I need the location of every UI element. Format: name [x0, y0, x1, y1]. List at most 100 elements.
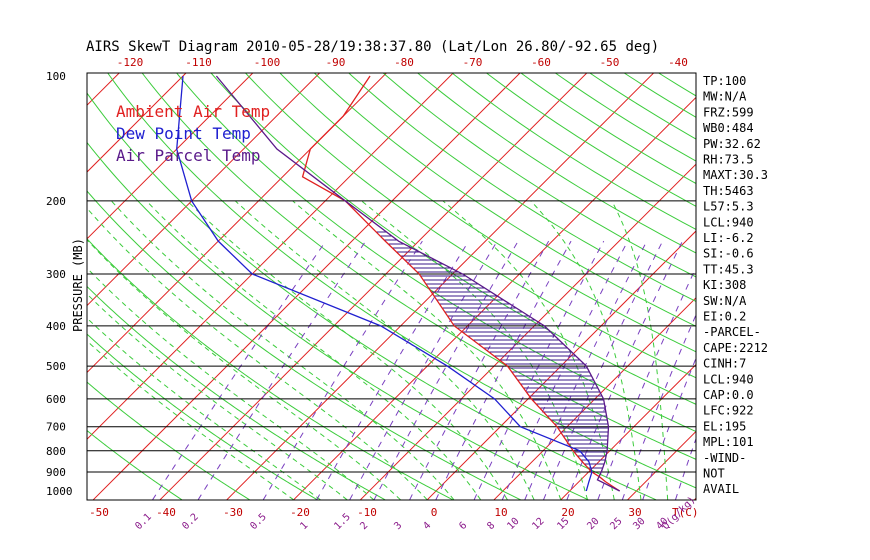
legend-entry: Air Parcel Temp [116, 146, 261, 165]
dry-adiabat-line [87, 141, 589, 500]
mixing-ratio-line [262, 240, 423, 500]
moist-adiabat-line [146, 200, 482, 500]
dry-adiabat-line [87, 429, 183, 500]
moist-adiabat-line [87, 239, 401, 500]
top-tick-label: -110 [185, 56, 212, 69]
mixing-ratio-tick-label: 2 [358, 520, 370, 532]
dry-adiabat-line [87, 381, 250, 500]
series-line [176, 75, 593, 492]
side-panel-item: L57:5.3 [703, 200, 754, 214]
bottom-tick-label: 20 [561, 506, 574, 519]
side-panel-item: TT:45.3 [703, 262, 754, 276]
isotherm-line [226, 73, 655, 500]
bottom-tick-label: 0 [431, 506, 438, 519]
side-panel-item: EL:195 [703, 419, 746, 433]
chart-title: AIRS SkewT Diagram 2010-05-28/19:38:37.8… [86, 39, 659, 55]
isobar-lines [87, 200, 696, 473]
mixing-ratio-tick-label: 3 [392, 520, 404, 532]
moist-adiabat-line [234, 200, 535, 500]
mixing-ratio-line [473, 240, 605, 500]
pressure-tick-label: 900 [46, 466, 66, 479]
side-panel-item: TH:5463 [703, 184, 754, 198]
dry-adiabat-line [244, 73, 696, 379]
mixing-ratio-line [316, 240, 470, 500]
dry-adiabat-line [485, 73, 696, 207]
mixing-ratio-tick-label: 1.5 [332, 512, 353, 533]
dry-adiabat-line [382, 73, 696, 278]
dry-adiabat-line [348, 73, 696, 302]
moist-adiabat-line [611, 200, 669, 500]
moist-adiabat-line [87, 293, 348, 500]
side-panel-item: -WIND- [703, 451, 746, 465]
moist-adiabat-line [111, 200, 455, 500]
mixing-ratio-tick-label: 0.5 [248, 512, 269, 533]
isotherm-line [87, 73, 120, 106]
side-panel-item: SI:-0.6 [703, 247, 754, 261]
mixing-ratio-line [435, 240, 572, 500]
mixing-ratio-line [524, 240, 648, 500]
side-panel-item: LFC:922 [703, 404, 754, 418]
top-tick-label: -100 [254, 56, 281, 69]
top-tick-label: -90 [326, 56, 346, 69]
mixing-ratio-line [621, 313, 696, 500]
dry-adiabat-line [107, 73, 696, 489]
pressure-tick-label: 600 [46, 393, 66, 406]
bottom-tick-label: -10 [357, 506, 377, 519]
mixing-ratio-line [543, 240, 664, 500]
sounding-series [176, 75, 621, 492]
side-panel-item: LCL:940 [703, 372, 754, 386]
mixing-ratio-tick-label: 6 [457, 520, 469, 532]
moist-adiabat-line [87, 267, 375, 500]
side-panel-item: LCL:940 [703, 215, 754, 229]
plot-frame [86, 72, 697, 501]
dry-adiabat-line [175, 73, 696, 433]
dry-adiabat-line [210, 73, 696, 405]
isotherm-line [0, 67, 59, 500]
side-panel-item: FRZ:599 [703, 105, 754, 119]
moist-adiabat-line [186, 200, 508, 500]
cape-hatch-area [376, 231, 609, 477]
moist-adiabat-line [87, 207, 428, 500]
top-tick-label: -50 [600, 56, 620, 69]
top-axis-ticks: -120 -110 -100 -90 -80 -70 -60 -50 -40 [117, 56, 688, 69]
isotherm-line [360, 163, 696, 500]
dry-adiabat-line [87, 238, 454, 500]
pressure-tick-label: 400 [46, 320, 66, 333]
series-line [301, 75, 621, 492]
isotherm-line [761, 67, 870, 500]
mixing-ratio-line [349, 240, 498, 500]
dry-adiabat-line [416, 73, 696, 254]
mixing-ratio-line [409, 240, 550, 500]
dry-adiabat-line [87, 285, 386, 500]
top-tick-label: -80 [394, 56, 414, 69]
legend: Ambient Air Temp Dew Point Temp Air Parcel… [116, 102, 270, 165]
side-panel-item: CAP:0.0 [703, 388, 754, 402]
moist-adiabat-line [361, 200, 589, 500]
moist-adiabat-lines [87, 200, 669, 500]
mixing-ratio-tick-label: 4 [421, 520, 433, 532]
mixing-ratio-tick-label: 12 [530, 516, 546, 532]
mixing-ratio-line [197, 240, 367, 500]
legend-entry: Dew Point Temp [116, 124, 251, 143]
side-panel-item: LI:-6.2 [703, 231, 754, 245]
moist-adiabat-line [442, 200, 615, 500]
dry-adiabat-line [657, 73, 696, 97]
top-tick-label: -70 [463, 56, 483, 69]
mixing-ratio-line [152, 240, 327, 500]
legend-entry: Ambient Air Temp [116, 102, 270, 121]
side-panel-item: MAXT:30.3 [703, 168, 768, 182]
isotherm-line [426, 230, 696, 500]
x-axis-label: T(C) [672, 506, 699, 519]
pressure-tick-label: 300 [46, 268, 66, 281]
top-tick-label: -40 [668, 56, 688, 69]
mixing-ratio-line [501, 240, 629, 500]
side-panel-item: CINH:7 [703, 357, 746, 371]
side-panel-item: MPL:101 [703, 435, 754, 449]
side-panel-item: KI:308 [703, 278, 746, 292]
dry-adiabat-line [87, 190, 521, 500]
mixing-ratio-line [597, 266, 696, 500]
isotherm-line [493, 297, 696, 500]
isotherm-line [87, 73, 321, 307]
side-panel-item: TP:100 [703, 74, 746, 88]
